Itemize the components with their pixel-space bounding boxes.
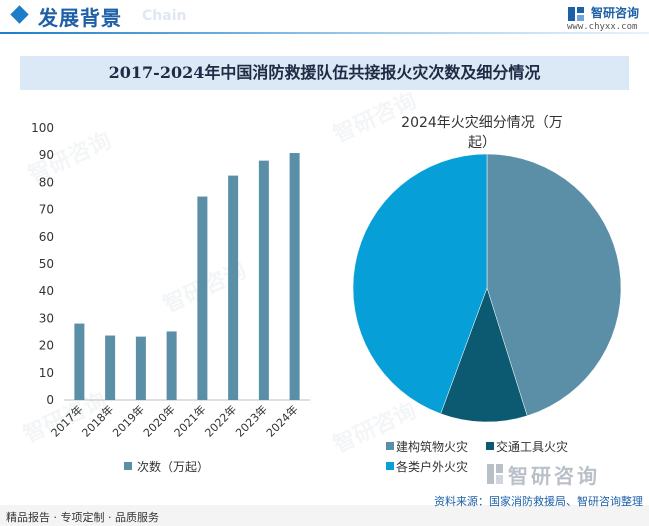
footer-bar xyxy=(0,505,649,526)
bar-2018年 xyxy=(105,335,116,400)
chart-title: 2017-2024年中国消防救援队伍共接报火灾次数及细分情况 xyxy=(108,63,541,82)
y-tick-label: 50 xyxy=(39,257,54,271)
brand-name: 智研咨询 xyxy=(591,6,640,20)
y-tick-label: 0 xyxy=(46,393,54,407)
footer-tagline: 精品报告 · 专项定制 · 品质服务 xyxy=(6,511,159,524)
pie-title: 2024年火灾细分情况（万 xyxy=(401,114,563,131)
brand-url: www.chyxx.com xyxy=(567,22,638,32)
y-tick-label: 60 xyxy=(39,230,54,244)
pie-slice-交通工具火灾 xyxy=(440,287,528,423)
x-tick-label: 2021年 xyxy=(171,402,208,439)
header-divider xyxy=(0,32,649,34)
y-tick-label: 80 xyxy=(39,175,54,189)
x-tick-label: 2023年 xyxy=(233,402,270,439)
bar-2024年 xyxy=(289,153,300,400)
y-tick-label: 40 xyxy=(39,284,54,298)
bar-2020年 xyxy=(166,331,177,400)
pie-slice-各类户外火灾 xyxy=(352,153,488,415)
bar-2022年 xyxy=(228,175,239,400)
header-title: 发展背景 xyxy=(38,6,122,30)
x-tick-label: 2022年 xyxy=(202,402,239,439)
y-tick-label: 20 xyxy=(39,339,54,353)
legend-label-建构筑物火灾: 建构筑物火灾 xyxy=(396,439,468,454)
page-header: 发展背景 Chain 智研咨询 www.chyxx.com xyxy=(0,0,649,36)
x-tick-label: 2020年 xyxy=(140,402,177,439)
bar-2021年 xyxy=(197,196,208,400)
legend-label-交通工具火灾: 交通工具火灾 xyxy=(496,439,568,454)
x-tick-label: 2019年 xyxy=(110,402,147,439)
chart-title-bar: 2017-2024年中国消防救援队伍共接报火灾次数及细分情况 xyxy=(20,56,629,90)
brand-logo-icon xyxy=(568,7,584,21)
pie-slice-建构筑物火灾 xyxy=(486,153,622,417)
x-tick-label: 2017年 xyxy=(48,402,85,439)
logo-watermark-icon xyxy=(487,464,503,484)
bar-2019年 xyxy=(135,336,146,400)
logo-watermark-text: 智研咨询 xyxy=(508,464,600,488)
header-subtitle: Chain xyxy=(142,8,187,24)
legend-swatch-bar xyxy=(124,462,132,470)
x-tick-label: 2024年 xyxy=(263,402,300,439)
legend-swatch-建构筑物火灾 xyxy=(386,442,394,450)
y-tick-label: 70 xyxy=(39,203,54,217)
bar-2023年 xyxy=(258,160,269,400)
source-note: 资料来源：国家消防救援局、智研咨询整理 xyxy=(434,495,643,508)
legend-label-各类户外火灾: 各类户外火灾 xyxy=(396,459,468,474)
legend-swatch-交通工具火灾 xyxy=(486,442,494,450)
legend-label-bar: 次数（万起） xyxy=(137,459,209,474)
pie-title-line2: 起） xyxy=(468,135,496,151)
x-tick-label: 2018年 xyxy=(79,402,116,439)
y-tick-label: 30 xyxy=(39,311,54,325)
legend-swatch-各类户外火灾 xyxy=(386,462,394,470)
y-tick-label: 100 xyxy=(31,121,54,135)
y-tick-label: 90 xyxy=(39,148,54,162)
bar-2017年 xyxy=(74,323,85,400)
y-tick-label: 10 xyxy=(39,366,54,380)
